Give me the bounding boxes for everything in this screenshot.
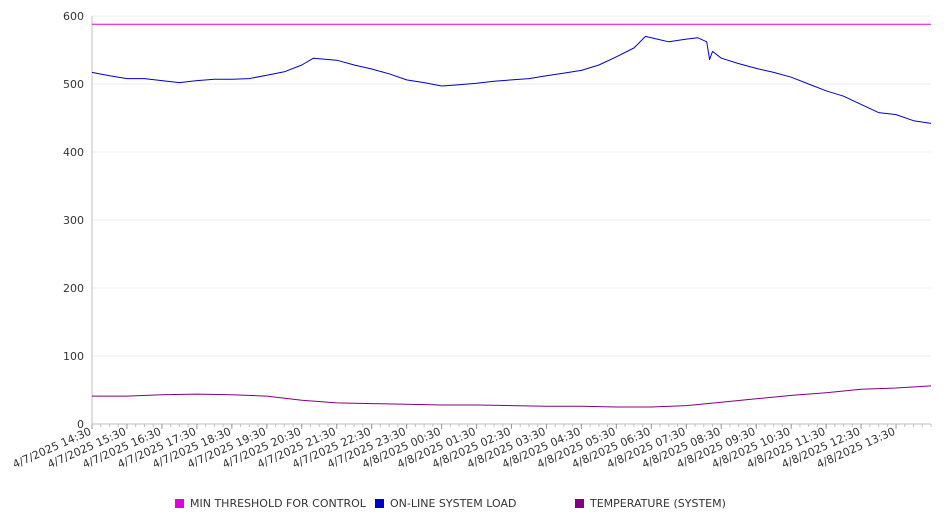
legend-label-threshold: MIN THRESHOLD FOR CONTROL [190, 497, 366, 510]
legend-swatch-load [375, 499, 384, 508]
legend-swatch-temperature [575, 499, 584, 508]
y-tick-label-0: 0 [77, 418, 84, 431]
y-tick-label-300: 300 [63, 214, 84, 227]
legend-item-load: ON-LINE SYSTEM LOAD [375, 497, 516, 510]
legend: MIN THRESHOLD FOR CONTROL ON-LINE SYSTEM… [0, 497, 946, 515]
legend-swatch-threshold [175, 499, 184, 508]
y-tick-label-100: 100 [63, 350, 84, 363]
y-tick-label-600: 600 [63, 10, 84, 23]
legend-item-temperature: TEMPERATURE (SYSTEM) [575, 497, 726, 510]
y-tick-label-200: 200 [63, 282, 84, 295]
temperature-line [92, 385, 932, 408]
y-tick-label-400: 400 [63, 146, 84, 159]
y-tick-label-500: 500 [63, 78, 84, 91]
system-load-line [91, 35, 932, 124]
legend-label-temperature: TEMPERATURE (SYSTEM) [590, 497, 726, 510]
legend-item-threshold: MIN THRESHOLD FOR CONTROL [175, 497, 366, 510]
legend-label-load: ON-LINE SYSTEM LOAD [390, 497, 517, 510]
